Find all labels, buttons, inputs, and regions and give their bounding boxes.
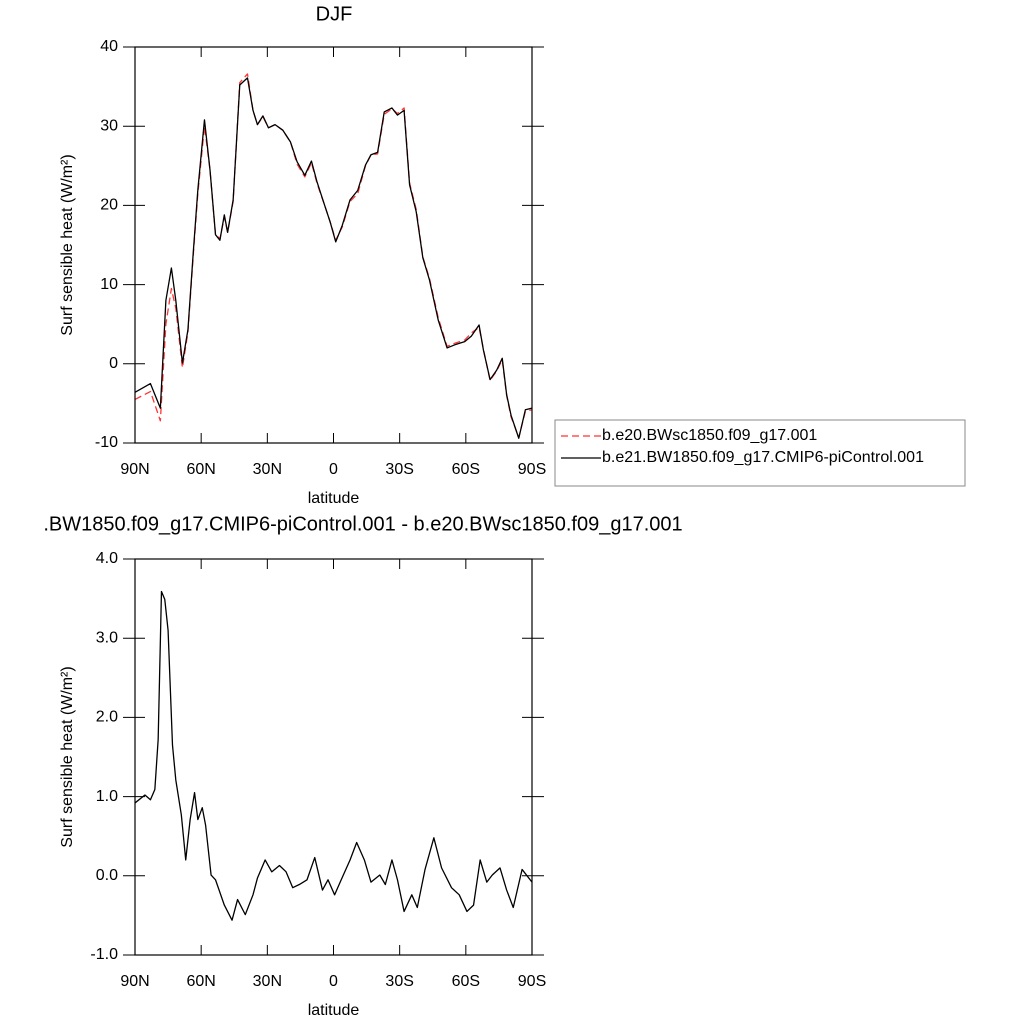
y-tick-label: 0 — [109, 355, 118, 372]
y-axis-label: Surf sensible heat (W/m²) — [59, 154, 76, 335]
x-tick-label: 90N — [120, 973, 149, 990]
y-tick-label: -10 — [95, 434, 118, 451]
x-tick-label: 60S — [452, 461, 480, 478]
y-tick-label: 10 — [100, 276, 118, 293]
x-tick-label: 30S — [385, 973, 413, 990]
x-tick-label: 90S — [518, 973, 546, 990]
plot-frame — [134, 558, 533, 956]
x-tick-label: 60N — [186, 461, 215, 478]
x-tick-label: 30S — [385, 461, 413, 478]
y-tick-label: 0.0 — [96, 867, 118, 884]
y-tick-label: 20 — [100, 197, 118, 214]
x-tick-label: 30N — [253, 461, 282, 478]
chart-title: DJF — [316, 3, 353, 25]
y-tick-label: 4.0 — [96, 550, 118, 567]
x-axis-label: latitude — [308, 1002, 360, 1019]
legend-box — [554, 419, 966, 487]
y-tick-label: -1.0 — [90, 946, 118, 963]
x-tick-label: 60N — [186, 973, 215, 990]
x-tick-label: 90S — [518, 461, 546, 478]
legend-label: b.e21.BW1850.f09_g17.CMIP6-piControl.001 — [602, 449, 924, 466]
y-tick-label: 3.0 — [96, 629, 118, 646]
y-tick-label: 30 — [100, 117, 118, 134]
x-tick-label: 30N — [253, 973, 282, 990]
data-line — [134, 77, 533, 439]
x-tick-label: 60S — [452, 973, 480, 990]
data-line — [134, 73, 533, 439]
y-tick-label: 1.0 — [96, 788, 118, 805]
y-tick-label: 2.0 — [96, 709, 118, 726]
chart-title: .BW1850.f09_g17.CMIP6-piControl.001 - b.… — [43, 513, 682, 535]
x-tick-label: 0 — [329, 973, 338, 990]
legend-label: b.e20.BWsc1850.f09_g17.001 — [602, 427, 817, 444]
plot-frame — [134, 46, 533, 444]
x-tick-label: 90N — [120, 461, 149, 478]
y-axis-label: Surf sensible heat (W/m²) — [59, 666, 76, 847]
y-tick-label: 40 — [100, 38, 118, 55]
x-tick-label: 0 — [329, 461, 338, 478]
x-axis-label: latitude — [308, 490, 360, 507]
data-line — [134, 590, 533, 921]
